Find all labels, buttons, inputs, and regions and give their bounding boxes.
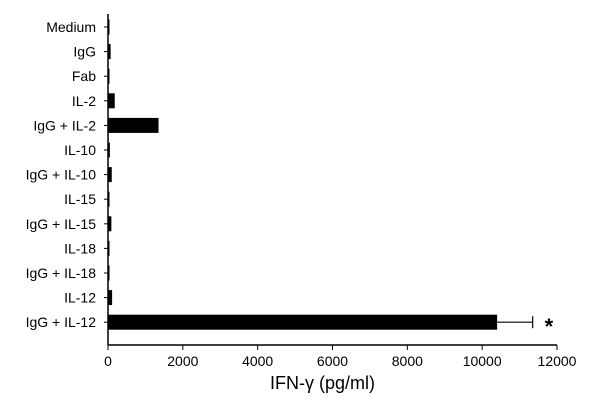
bar [108,314,498,330]
category-label: IgG + IL-12 [26,314,97,330]
category-label: IL-2 [72,93,96,109]
category-label: Fab [72,68,96,84]
category-label: IL-15 [64,191,96,207]
category-label: IL-10 [64,142,96,158]
x-tick-label: 4000 [242,353,273,369]
x-tick-label: 2000 [167,353,198,369]
category-label: IL-18 [64,240,96,256]
bar [108,290,113,306]
x-tick-label: 8000 [392,353,423,369]
category-label: IgG + IL-15 [26,216,97,232]
bar [108,142,110,158]
category-label: Medium [46,19,96,35]
x-ticks: 0 2000 4000 6000 8000 10000 12000 [104,345,577,369]
category-label: IgG + IL-18 [26,265,97,281]
bar [108,117,159,133]
category-label: IL-12 [64,290,96,306]
bar [108,44,111,60]
bars: * [108,19,554,339]
bar [108,167,112,183]
x-tick-label: 12000 [538,353,577,369]
significance-marker: * [545,314,554,339]
axes [107,14,557,346]
bar [108,216,112,232]
category-label: IgG [73,44,96,60]
x-axis-title: IFN-γ (pg/ml) [270,373,375,393]
category-labels: Medium IgG Fab IL-2 IgG + IL-2 IL-10 IgG + IL-… [26,19,108,330]
x-tick-label: 6000 [317,353,348,369]
category-label: IgG + IL-10 [26,167,97,183]
x-tick-label: 10000 [463,353,502,369]
x-tick-label: 0 [104,353,112,369]
bar [108,93,115,109]
category-label: IgG + IL-2 [33,117,96,133]
